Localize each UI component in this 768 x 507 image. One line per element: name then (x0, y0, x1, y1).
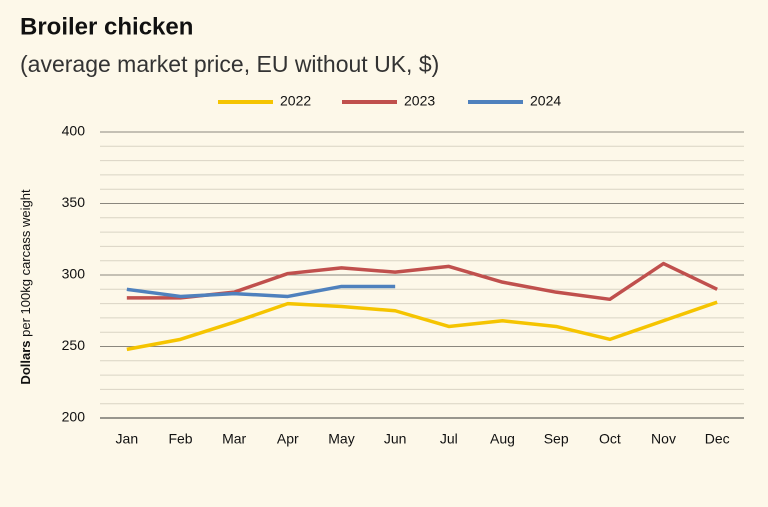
x-tick-label: Jun (384, 431, 407, 447)
x-tick-label: May (328, 431, 354, 447)
y-tick-label: 300 (62, 266, 86, 282)
x-tick-label: Feb (168, 431, 192, 447)
y-axis-label-rest: per 100kg carcass weight (18, 189, 33, 337)
chart-subtitle: (average market price, EU without UK, $) (20, 51, 439, 77)
legend-label: 2022 (280, 93, 311, 109)
x-tick-label: Jul (440, 431, 458, 447)
legend-label: 2023 (404, 93, 435, 109)
x-tick-label: Mar (222, 431, 246, 447)
y-axis-label: Dollars per 100kg carcass weight (18, 189, 33, 385)
chart-title: Broiler chicken (20, 13, 193, 40)
legend-label: 2024 (530, 93, 561, 109)
x-tick-label: Dec (705, 431, 730, 447)
y-tick-label: 250 (62, 337, 86, 353)
x-tick-label: Nov (651, 431, 676, 447)
series-line (126, 284, 396, 299)
x-tick-label: Jan (116, 431, 139, 447)
x-tick-label: Oct (599, 431, 621, 447)
y-tick-label: 200 (62, 409, 86, 425)
y-tick-label: 350 (62, 194, 86, 210)
y-tick-label: 400 (62, 123, 86, 139)
x-tick-label: Apr (277, 431, 299, 447)
y-axis-label-bold: Dollars (18, 340, 33, 384)
series-line (126, 300, 718, 352)
x-tick-label: Aug (490, 431, 515, 447)
x-tick-label: Sep (544, 431, 569, 447)
